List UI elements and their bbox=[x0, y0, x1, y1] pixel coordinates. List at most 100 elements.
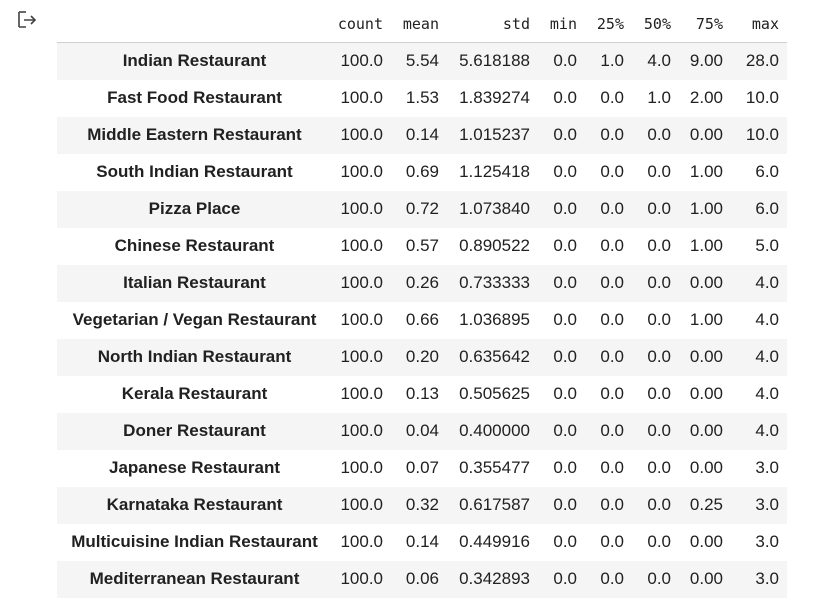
output-arrow-icon bbox=[17, 10, 39, 30]
table-cell: 0.25 bbox=[689, 495, 723, 514]
dataframe-output: count mean std min 25% 50% 75% max Indian Resta… bbox=[57, 6, 787, 598]
table-cell: 0.0 bbox=[647, 569, 671, 588]
table-cell: 0.0 bbox=[553, 495, 577, 514]
table-cell: 3.0 bbox=[755, 532, 779, 551]
table-cell: 1.015237 bbox=[459, 125, 530, 144]
row-index-label: Middle Eastern Restaurant bbox=[87, 125, 302, 144]
header-row: count mean std min 25% 50% 75% max bbox=[57, 6, 787, 43]
table-cell: 4.0 bbox=[755, 421, 779, 440]
table-cell: 0.0 bbox=[647, 273, 671, 292]
table-cell: 0.0 bbox=[600, 384, 624, 403]
table-cell: 5.54 bbox=[405, 51, 439, 71]
row-index-label: Indian Restaurant bbox=[122, 51, 267, 71]
table-row: Mediterranean Restaurant 100.0 0.06 0.34289… bbox=[57, 560, 787, 598]
table-cell: 0.0 bbox=[600, 273, 624, 292]
table-cell: 0.72 bbox=[405, 199, 439, 218]
table-cell: 100.0 bbox=[340, 273, 383, 292]
table-row: Pizza Place 100.0 0.72 1.073840 0.0 0.0 0.0 1.0… bbox=[57, 190, 787, 228]
row-index-label: Multicuisine Indian Restaurant bbox=[71, 532, 318, 551]
table-cell: 0.355477 bbox=[459, 458, 530, 477]
table-cell: 0.66 bbox=[405, 310, 439, 329]
table-cell: 0.57 bbox=[405, 236, 439, 255]
table-cell: 100.0 bbox=[340, 199, 383, 218]
table-cell: 1.0 bbox=[600, 51, 624, 71]
row-index-label: Chinese Restaurant bbox=[114, 236, 275, 255]
row-index-label: South Indian Restaurant bbox=[96, 162, 293, 181]
row-index-label: Karnataka Restaurant bbox=[106, 495, 283, 514]
table-cell: 0.0 bbox=[553, 384, 577, 403]
table-row: South Indian Restaurant 100.0 0.69 1.125418… bbox=[57, 153, 787, 191]
table-cell: 0.0 bbox=[553, 162, 577, 181]
table-cell: 100.0 bbox=[340, 347, 383, 366]
table-cell: 100.0 bbox=[340, 88, 383, 107]
table-cell: 0.0 bbox=[553, 236, 577, 255]
table-cell: 5.0 bbox=[755, 236, 779, 255]
table-cell: 0.14 bbox=[405, 532, 439, 551]
table-row: Multicuisine Indian Restaurant 100.0 0.14 0… bbox=[57, 523, 787, 561]
table-cell: 100.0 bbox=[340, 51, 383, 71]
table-cell: 4.0 bbox=[755, 347, 779, 366]
table-cell: 100.0 bbox=[340, 310, 383, 329]
table-row: Vegetarian / Vegan Restaurant 100.0 0.66 1.… bbox=[57, 301, 787, 339]
table-cell: 0.449916 bbox=[459, 532, 530, 551]
column-header: min bbox=[538, 6, 585, 43]
table-cell: 10.0 bbox=[745, 125, 779, 144]
table-cell: 0.04 bbox=[405, 421, 439, 440]
table-cell: 4.0 bbox=[755, 384, 779, 403]
table-cell: 0.00 bbox=[689, 569, 723, 588]
table-row: Fast Food Restaurant 100.0 1.53 1.839274 0.0… bbox=[57, 79, 787, 117]
table-cell: 100.0 bbox=[340, 236, 383, 255]
table-cell: 0.0 bbox=[553, 51, 577, 71]
table-cell: 6.0 bbox=[755, 199, 779, 218]
table-cell: 0.0 bbox=[553, 310, 577, 329]
table-cell: 0.26 bbox=[405, 273, 439, 292]
table-cell: 3.0 bbox=[755, 495, 779, 514]
table-cell: 0.0 bbox=[553, 347, 577, 366]
table-cell: 1.0 bbox=[647, 88, 671, 107]
table-cell: 5.618188 bbox=[459, 51, 530, 71]
table-row: Japanese Restaurant 100.0 0.07 0.355477 0.0 0… bbox=[57, 449, 787, 487]
table-cell: 0.733333 bbox=[459, 273, 530, 292]
table-cell: 1.125418 bbox=[459, 162, 530, 181]
table-cell: 0.0 bbox=[647, 532, 671, 551]
table-cell: 1.00 bbox=[689, 310, 723, 329]
table-cell: 0.00 bbox=[689, 273, 723, 292]
table-cell: 1.00 bbox=[689, 199, 723, 218]
column-header: 50% bbox=[632, 6, 679, 43]
table-cell: 0.0 bbox=[647, 310, 671, 329]
table-row: Doner Restaurant 100.0 0.04 0.400000 0.0 0.0 0… bbox=[57, 412, 787, 450]
table-cell: 1.00 bbox=[689, 162, 723, 181]
row-index-label: Pizza Place bbox=[148, 199, 241, 218]
table-cell: 0.0 bbox=[553, 88, 577, 107]
table-cell: 0.69 bbox=[405, 162, 439, 181]
table-cell: 0.0 bbox=[600, 569, 624, 588]
column-header: max bbox=[731, 6, 787, 43]
table-cell: 0.06 bbox=[405, 569, 439, 588]
table-cell: 1.839274 bbox=[459, 88, 530, 107]
row-index-label: Kerala Restaurant bbox=[121, 384, 268, 403]
table-cell: 0.617587 bbox=[459, 495, 530, 514]
table-cell: 0.0 bbox=[553, 125, 577, 144]
row-index-label: Fast Food Restaurant bbox=[107, 88, 282, 107]
table-cell: 0.890522 bbox=[459, 236, 530, 255]
table-cell: 0.32 bbox=[405, 495, 439, 514]
table-cell: 1.00 bbox=[689, 236, 723, 255]
table-cell: 0.0 bbox=[600, 162, 624, 181]
table-cell: 4.0 bbox=[647, 51, 671, 71]
table-cell: 100.0 bbox=[340, 495, 383, 514]
table-cell: 0.07 bbox=[405, 458, 439, 477]
index-header bbox=[57, 6, 332, 43]
table-row: Middle Eastern Restaurant 100.0 0.14 1.0152… bbox=[57, 116, 787, 154]
table-cell: 0.0 bbox=[553, 458, 577, 477]
table-cell: 1.073840 bbox=[459, 199, 530, 218]
table-cell: 0.00 bbox=[689, 347, 723, 366]
column-header: 25% bbox=[585, 6, 632, 43]
describe-table: count mean std min 25% 50% 75% max Indian Resta… bbox=[57, 6, 787, 598]
table-cell: 0.0 bbox=[600, 347, 624, 366]
table-cell: 0.00 bbox=[689, 458, 723, 477]
table-row: Chinese Restaurant 100.0 0.57 0.890522 0.0 0.… bbox=[57, 227, 787, 265]
table-cell: 0.00 bbox=[689, 532, 723, 551]
table-cell: 0.0 bbox=[647, 199, 671, 218]
column-header: 75% bbox=[679, 6, 731, 43]
table-cell: 100.0 bbox=[340, 162, 383, 181]
